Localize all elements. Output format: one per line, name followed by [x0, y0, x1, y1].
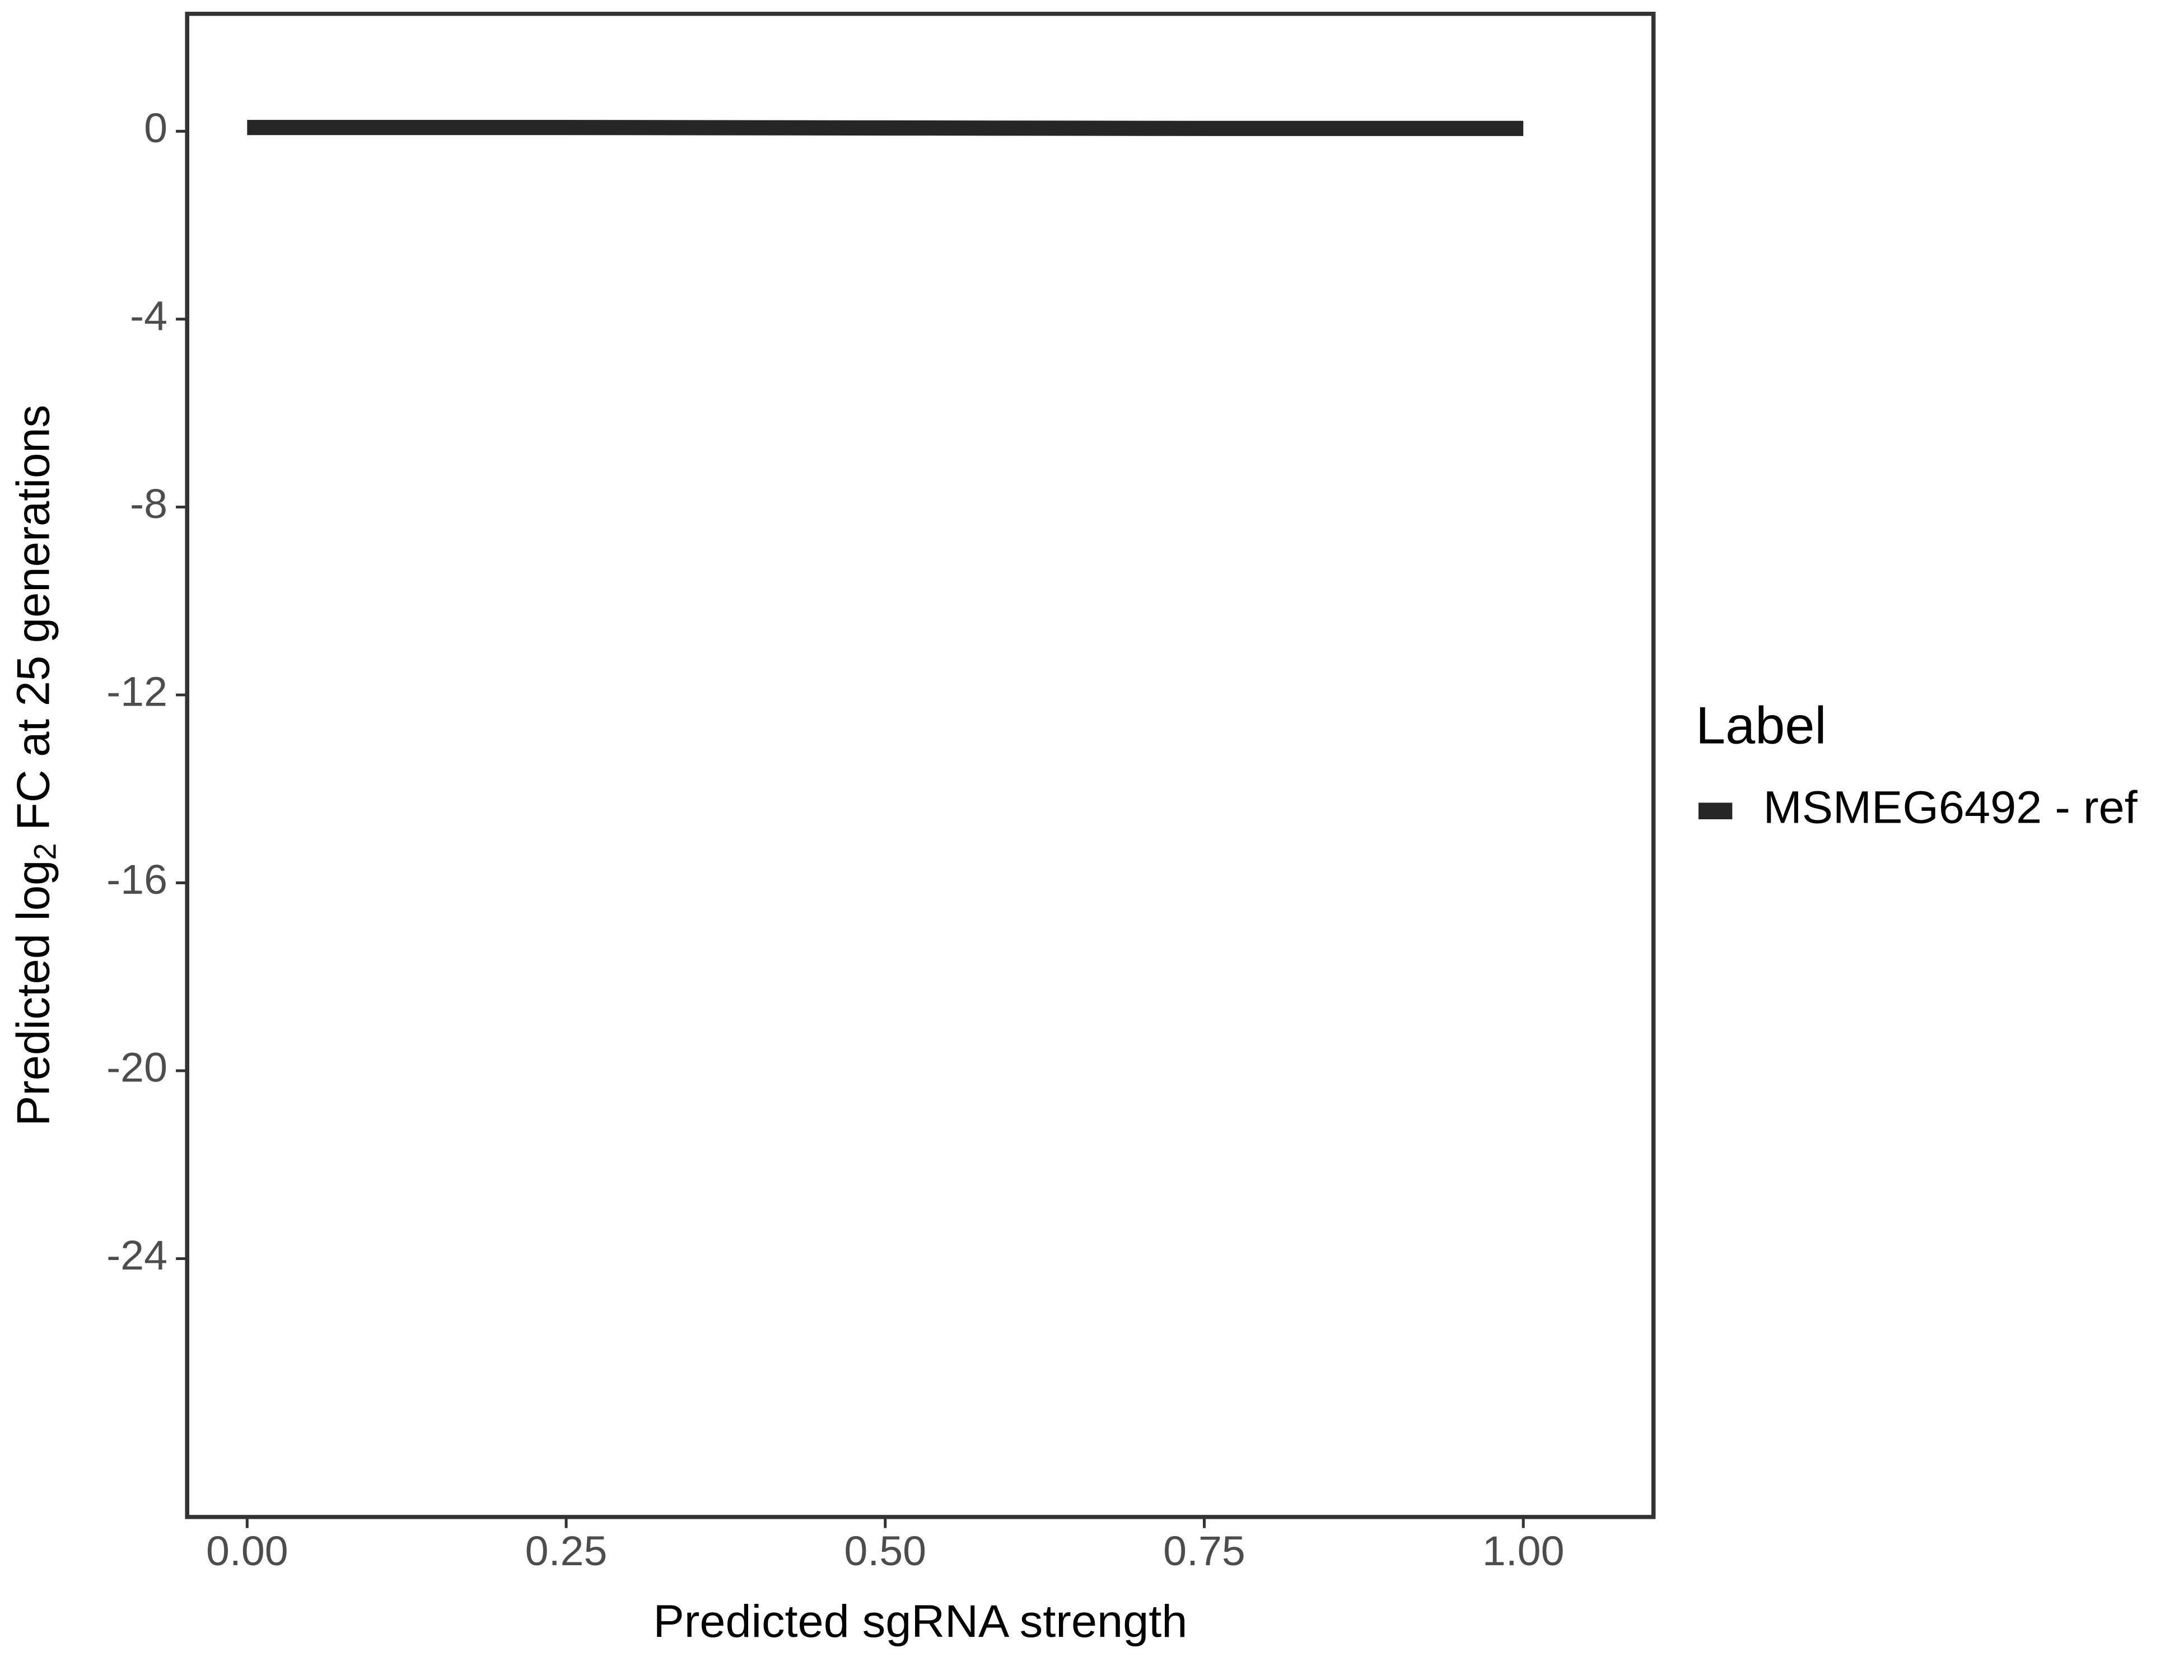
y-tick-label: -20 — [106, 1044, 167, 1090]
y-tick-label: -8 — [130, 480, 167, 527]
legend-title: Label — [1696, 696, 1827, 755]
x-tick-label: 0.25 — [525, 1528, 608, 1574]
legend-key — [1698, 802, 1733, 819]
x-tick-label: 1.00 — [1482, 1528, 1565, 1574]
plot-border — [185, 11, 1656, 1519]
y-tick-label: -24 — [106, 1232, 167, 1278]
y-tick-label: -16 — [106, 856, 167, 903]
x-tick-label: 0.00 — [206, 1528, 288, 1574]
y-axis-title-part: FC at 25 generations — [8, 405, 59, 843]
line — [247, 120, 1524, 136]
x-axis-title: Predicted sgRNA strength — [653, 1596, 1187, 1646]
y-tick-label: -4 — [130, 292, 167, 339]
x-tick-label: 0.75 — [1163, 1528, 1245, 1574]
y-axis-title-sub: 2 — [28, 843, 63, 860]
legend-label: MSMEG6492 - ref — [1763, 782, 2138, 833]
y-axis-title: Predicted log2 FC at 25 generations — [8, 405, 63, 1126]
y-axis-title-part: Predicted log — [8, 860, 59, 1126]
y-tick-label: 0 — [144, 105, 167, 151]
x-tick-label: 0.50 — [844, 1528, 926, 1574]
y-tick-label: -12 — [106, 668, 167, 715]
